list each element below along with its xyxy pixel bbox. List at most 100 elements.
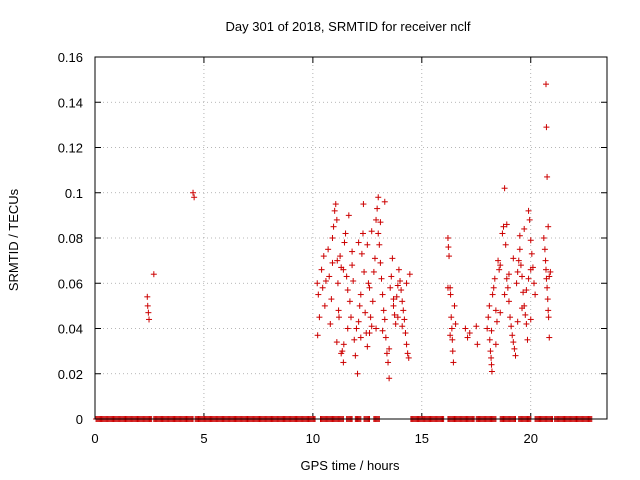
data-point <box>519 305 526 312</box>
data-point <box>509 332 516 339</box>
data-point <box>395 266 402 273</box>
data-point <box>321 302 328 309</box>
data-point <box>488 361 495 368</box>
data-point <box>527 316 534 323</box>
data-point <box>343 273 350 280</box>
data-point <box>319 284 326 291</box>
data-point <box>524 336 531 343</box>
data-point <box>379 291 386 298</box>
data-point <box>390 302 397 309</box>
data-point <box>448 314 455 321</box>
data-point <box>389 255 396 262</box>
data-point <box>492 341 499 348</box>
data-point <box>145 309 152 316</box>
data-point <box>385 359 392 366</box>
data-point <box>492 307 499 314</box>
data-point <box>540 235 547 241</box>
data-point <box>499 230 506 237</box>
data-point <box>344 325 351 332</box>
data-point <box>503 221 510 228</box>
data-point <box>542 257 549 264</box>
plot-frame <box>94 56 608 420</box>
y-axis-label: SRMTID / TECUs <box>6 188 21 291</box>
data-point <box>376 241 383 248</box>
data-point <box>491 275 498 282</box>
data-point <box>334 280 341 287</box>
data-point <box>320 253 327 260</box>
data-point <box>314 332 321 339</box>
data-point <box>371 255 378 262</box>
data-point <box>364 343 371 350</box>
data-point <box>318 266 325 273</box>
data-point <box>387 284 394 291</box>
data-point <box>349 248 356 255</box>
data-point <box>516 232 523 239</box>
y-tick-label: 0.08 <box>58 231 83 246</box>
data-point <box>375 230 382 237</box>
data-point <box>359 230 366 237</box>
data-point <box>345 212 352 219</box>
y-tick-label: 0.02 <box>58 367 83 382</box>
data-point <box>144 302 151 309</box>
data-point <box>486 302 493 309</box>
data-point <box>501 291 508 298</box>
data-point <box>514 318 521 325</box>
x-tick-label: 15 <box>415 431 429 446</box>
data-point <box>333 216 340 223</box>
data-point <box>394 282 401 289</box>
data-point <box>545 223 552 230</box>
data-point <box>399 298 406 305</box>
data-point <box>444 284 451 291</box>
data-point <box>493 318 500 325</box>
data-point <box>522 311 529 318</box>
x-tick-label: 5 <box>200 431 207 446</box>
data-points <box>93 81 595 422</box>
data-point <box>403 280 410 287</box>
data-point <box>357 291 364 298</box>
data-point <box>393 293 400 300</box>
data-point <box>351 336 358 343</box>
data-point <box>523 287 530 294</box>
data-point <box>521 225 528 232</box>
data-point <box>451 302 458 309</box>
data-point <box>503 275 510 282</box>
data-point <box>508 323 515 330</box>
data-point <box>542 266 549 273</box>
data-point <box>445 244 452 251</box>
y-tick-label: 0.1 <box>65 186 83 201</box>
data-point <box>330 223 337 230</box>
x-axis-label: GPS time / hours <box>301 458 400 473</box>
data-point <box>404 350 411 357</box>
data-point <box>337 253 344 260</box>
data-point <box>361 268 368 275</box>
data-point <box>490 284 497 291</box>
data-point <box>547 268 554 275</box>
data-point <box>329 259 336 266</box>
data-point <box>527 266 534 273</box>
data-point <box>354 370 361 377</box>
data-point <box>340 341 347 348</box>
data-point <box>338 350 345 357</box>
data-point <box>367 314 374 321</box>
data-point <box>525 275 532 282</box>
data-point <box>544 173 551 180</box>
y-tick-label: 0 <box>76 412 83 427</box>
data-point <box>449 336 456 343</box>
data-point <box>352 352 359 359</box>
data-point <box>355 318 362 325</box>
data-point <box>362 309 369 316</box>
data-point <box>397 277 404 284</box>
data-point <box>375 194 382 201</box>
data-point <box>510 339 517 346</box>
data-point <box>517 262 524 269</box>
data-point <box>369 298 376 305</box>
data-point <box>326 273 333 280</box>
data-point <box>366 284 373 291</box>
data-point <box>495 257 502 264</box>
data-point <box>400 307 407 314</box>
data-point <box>190 189 197 196</box>
data-point <box>335 307 342 314</box>
data-point <box>449 348 456 355</box>
data-point <box>381 316 388 323</box>
data-point <box>527 237 534 244</box>
